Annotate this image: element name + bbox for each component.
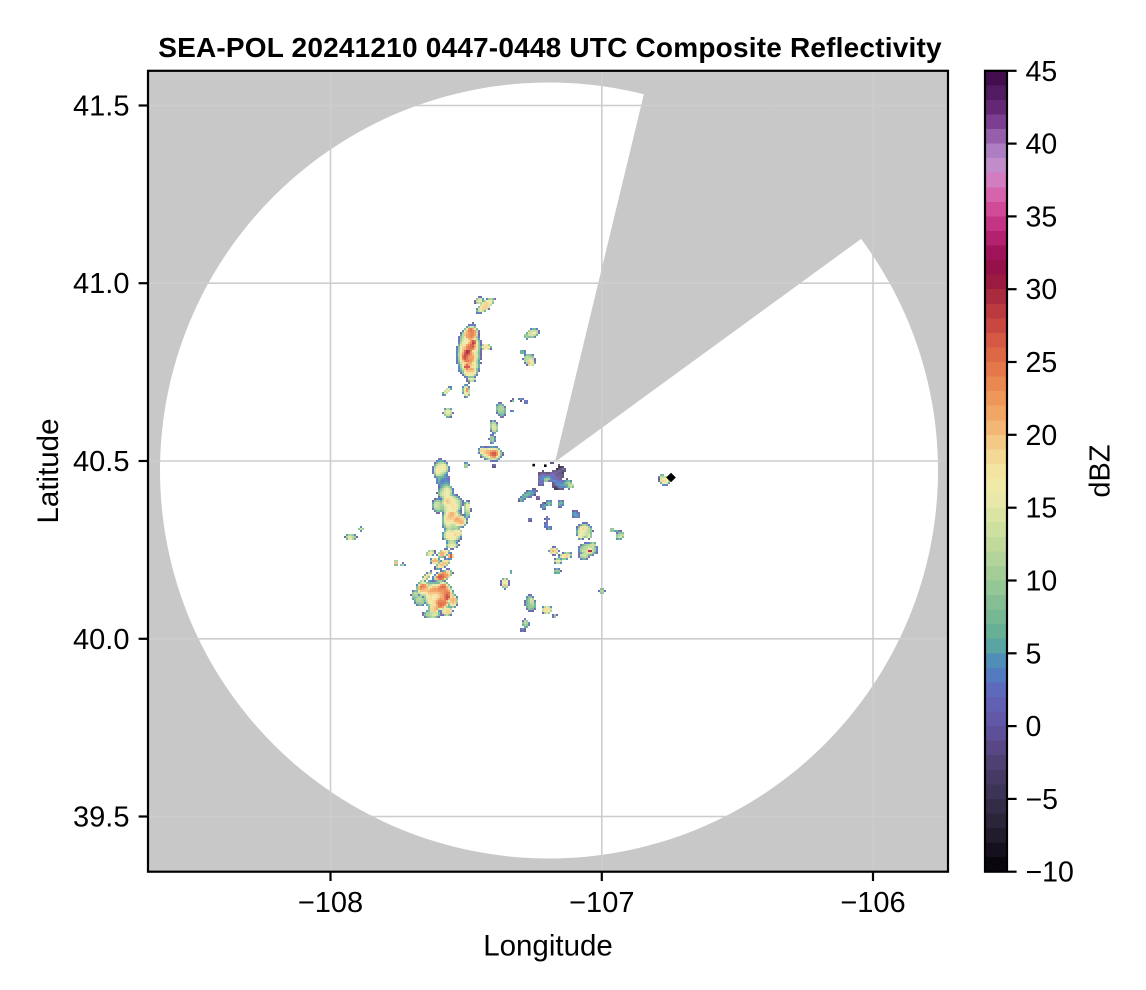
svg-text:10: 10 bbox=[1026, 566, 1058, 598]
svg-text:45: 45 bbox=[1026, 56, 1058, 88]
svg-text:−10: −10 bbox=[1026, 857, 1074, 889]
svg-text:SEA-POL 20241210 0447-0448 UTC: SEA-POL 20241210 0447-0448 UTC Composite… bbox=[158, 32, 942, 63]
svg-text:−107: −107 bbox=[569, 887, 634, 919]
svg-text:20: 20 bbox=[1026, 420, 1058, 452]
svg-text:dBZ: dBZ bbox=[1085, 444, 1117, 497]
svg-text:−108: −108 bbox=[298, 887, 363, 919]
svg-text:−5: −5 bbox=[1026, 784, 1059, 816]
svg-text:Latitude: Latitude bbox=[32, 419, 65, 524]
svg-text:41.0: 41.0 bbox=[73, 268, 129, 300]
svg-text:0: 0 bbox=[1026, 711, 1042, 743]
svg-text:39.5: 39.5 bbox=[73, 802, 129, 834]
svg-text:15: 15 bbox=[1026, 493, 1058, 525]
svg-text:40.5: 40.5 bbox=[73, 446, 129, 478]
svg-text:25: 25 bbox=[1026, 347, 1058, 379]
svg-text:40.0: 40.0 bbox=[73, 624, 129, 656]
svg-text:35: 35 bbox=[1026, 201, 1058, 233]
svg-text:5: 5 bbox=[1026, 638, 1042, 670]
svg-text:30: 30 bbox=[1026, 274, 1058, 306]
svg-text:40: 40 bbox=[1026, 129, 1058, 161]
svg-text:41.5: 41.5 bbox=[73, 91, 129, 123]
svg-text:−106: −106 bbox=[840, 887, 905, 919]
svg-text:Longitude: Longitude bbox=[483, 930, 613, 963]
